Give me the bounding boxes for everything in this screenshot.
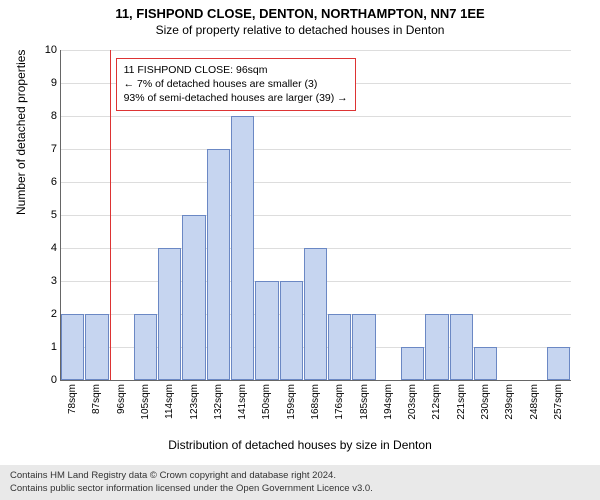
y-tick: 1 xyxy=(39,341,57,353)
bar xyxy=(134,314,157,380)
x-tick: 87sqm xyxy=(91,384,95,414)
x-tick: 168sqm xyxy=(310,384,314,420)
annotation-line-1: 11 FISHPOND CLOSE: 96sqm xyxy=(124,63,348,77)
y-tick: 3 xyxy=(39,275,57,287)
chart-title-2: Size of property relative to detached ho… xyxy=(0,21,600,37)
y-axis-label: Number of detached properties xyxy=(14,50,28,215)
bar xyxy=(182,215,205,380)
bar xyxy=(352,314,375,380)
bar xyxy=(280,281,303,380)
bar xyxy=(85,314,108,380)
x-tick: 230sqm xyxy=(480,384,484,420)
y-tick: 9 xyxy=(39,77,57,89)
x-tick: 150sqm xyxy=(261,384,265,420)
annotation-box: 11 FISHPOND CLOSE: 96sqm ← 7% of detache… xyxy=(116,58,356,111)
bar xyxy=(474,347,497,380)
marker-line xyxy=(110,50,111,380)
x-tick: 105sqm xyxy=(140,384,144,420)
annotation-line-3: 93% of semi-detached houses are larger (… xyxy=(124,91,348,105)
x-tick: 141sqm xyxy=(237,384,241,420)
bar xyxy=(61,314,84,380)
annotation-line-2: ← 7% of detached houses are smaller (3) xyxy=(124,77,348,91)
x-axis-label: Distribution of detached houses by size … xyxy=(0,438,600,452)
x-tick: 212sqm xyxy=(431,384,435,420)
x-tick: 132sqm xyxy=(213,384,217,420)
footer-line-2: Contains public sector information licen… xyxy=(10,483,590,495)
y-tick: 4 xyxy=(39,242,57,254)
y-tick: 2 xyxy=(39,308,57,320)
x-tick: 239sqm xyxy=(504,384,508,420)
footer-line-1: Contains HM Land Registry data © Crown c… xyxy=(10,470,590,482)
bar xyxy=(304,248,327,380)
x-tick: 123sqm xyxy=(189,384,193,420)
x-tick: 159sqm xyxy=(286,384,290,420)
chart-area: 012345678910 78sqm87sqm96sqm105sqm114sqm… xyxy=(60,50,570,380)
plot-region: 012345678910 78sqm87sqm96sqm105sqm114sqm… xyxy=(60,50,571,381)
bar xyxy=(255,281,278,380)
y-tick: 7 xyxy=(39,143,57,155)
x-tick: 176sqm xyxy=(334,384,338,420)
x-tick: 114sqm xyxy=(164,384,168,419)
bar xyxy=(231,116,254,380)
y-tick: 6 xyxy=(39,176,57,188)
x-tick: 194sqm xyxy=(383,384,387,420)
y-tick: 10 xyxy=(39,44,57,56)
y-tick: 8 xyxy=(39,110,57,122)
x-tick: 203sqm xyxy=(407,384,411,420)
bar xyxy=(401,347,424,380)
bar xyxy=(158,248,181,380)
bar xyxy=(207,149,230,380)
y-tick: 0 xyxy=(39,374,57,386)
x-tick: 248sqm xyxy=(529,384,533,420)
chart-title-1: 11, FISHPOND CLOSE, DENTON, NORTHAMPTON,… xyxy=(0,0,600,21)
bar xyxy=(547,347,570,380)
chart-container: 11, FISHPOND CLOSE, DENTON, NORTHAMPTON,… xyxy=(0,0,600,500)
bar xyxy=(425,314,448,380)
footer: Contains HM Land Registry data © Crown c… xyxy=(0,465,600,500)
bar xyxy=(450,314,473,380)
x-tick: 221sqm xyxy=(456,384,460,420)
x-tick: 257sqm xyxy=(553,384,557,420)
x-tick: 78sqm xyxy=(67,384,71,414)
y-tick: 5 xyxy=(39,209,57,221)
bar xyxy=(328,314,351,380)
x-tick: 96sqm xyxy=(116,384,120,414)
x-tick: 185sqm xyxy=(359,384,363,420)
